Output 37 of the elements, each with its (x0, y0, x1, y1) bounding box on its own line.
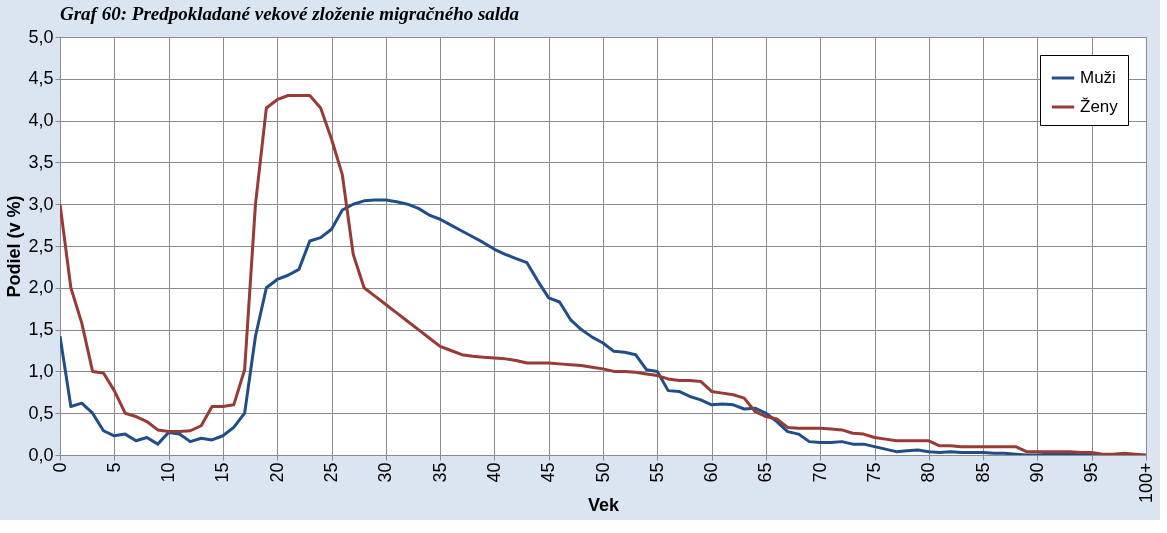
y-axis-title: Podiel (v %) (4, 195, 25, 298)
x-tick-label: 10 (158, 462, 179, 483)
legend-label: Muži (1080, 68, 1116, 87)
x-tick-label: 65 (755, 462, 776, 483)
x-tick-label: 45 (538, 462, 559, 483)
x-tick-label: 0 (49, 462, 70, 473)
x-tick-label: 25 (321, 462, 341, 483)
x-axis-title: Vek (587, 495, 620, 516)
x-tick-label: 15 (212, 462, 233, 483)
x-tick-label: 40 (483, 462, 504, 483)
chart-title: Graf 60: Predpokladané vekové zloženie migračného salda (60, 3, 520, 24)
x-tick-label: 70 (809, 462, 830, 483)
x-tick-label: 85 (972, 462, 993, 483)
x-tick-label: 90 (1026, 462, 1047, 483)
y-tick-label: 2,5 (28, 235, 54, 256)
x-tick-label: 95 (1081, 462, 1102, 483)
x-tick-label: 75 (864, 462, 884, 483)
x-tick-label: 30 (375, 462, 396, 483)
y-tick-label: 3,0 (28, 193, 54, 214)
y-tick-label: 1,0 (28, 360, 54, 381)
y-tick-label: 1,5 (28, 319, 54, 340)
x-tick-label: 60 (701, 462, 722, 483)
x-tick-label: 35 (429, 462, 450, 483)
y-tick-label: 0,0 (28, 444, 54, 465)
y-tick-label: 4,0 (28, 110, 54, 131)
y-tick-label: 4,5 (28, 68, 54, 89)
x-tick-label: 5 (103, 462, 124, 473)
x-tick-label: 100+ (1135, 462, 1156, 504)
x-tick-label: 50 (592, 462, 613, 483)
x-tick-label: 55 (646, 462, 667, 483)
y-tick-label: 5,0 (28, 26, 54, 47)
y-tick-label: 0,5 (28, 402, 54, 423)
legend-label: Ženy (1080, 97, 1119, 116)
y-tick-label: 3,5 (28, 151, 54, 172)
x-tick-label: 20 (266, 462, 287, 483)
x-tick-label: 80 (918, 462, 939, 483)
y-tick-label: 2,0 (28, 277, 54, 298)
